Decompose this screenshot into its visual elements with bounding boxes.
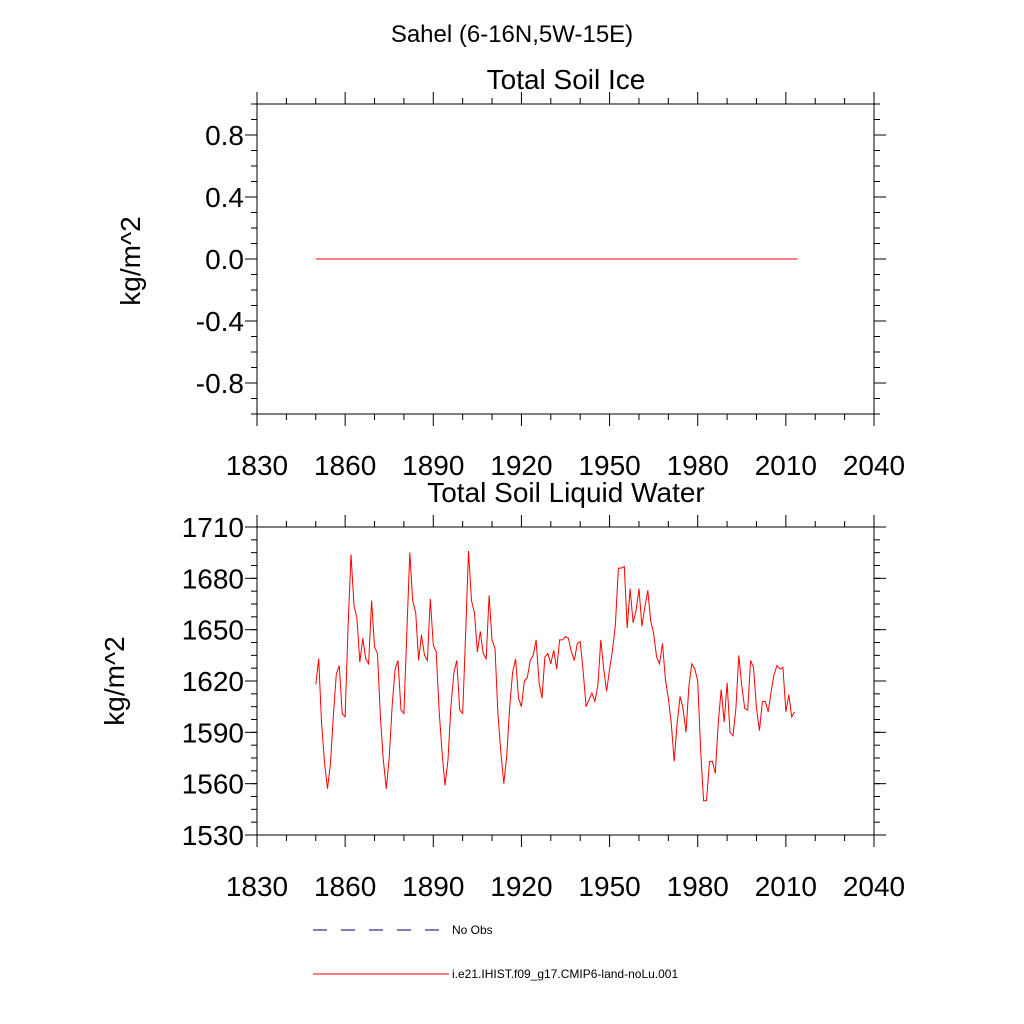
chart-panel-soil-liquid-water: Total Soil Liquid Water kg/m^2 1830 1860 1…: [99, 477, 905, 902]
y-tick-label: 1710: [182, 512, 244, 543]
y-tick-label: -0.4: [196, 306, 244, 337]
y-axis-label: kg/m^2: [115, 216, 146, 305]
chart-title: Total Soil Ice: [487, 64, 646, 95]
axes-group: 1830 1860 1890 1920 1950 1980 2010 2040 0.8 0.4 0.…: [196, 92, 905, 481]
x-tick-label: 1920: [490, 450, 552, 481]
x-tick-label: 2040: [843, 450, 905, 481]
y-tick-label: -0.8: [196, 368, 244, 399]
x-tick-label: 2040: [843, 871, 905, 902]
x-tick-label: 1890: [402, 450, 464, 481]
y-tick-label: 1590: [182, 717, 244, 748]
plot-frame: [256, 526, 875, 836]
series-group: [315, 550, 796, 802]
series-line: [315, 550, 796, 802]
chart-panel-soil-ice: Total Soil Ice kg/m^2 1830 1860 1890 1920 19…: [115, 64, 905, 481]
x-tick-label: 2010: [755, 871, 817, 902]
y-tick-label: 0.8: [205, 120, 244, 151]
x-tick-label: 1890: [402, 871, 464, 902]
x-tick-label: 1860: [314, 871, 376, 902]
x-tick-label: 1950: [578, 871, 640, 902]
y-axis-label: kg/m^2: [99, 636, 130, 725]
y-tick-label: 0.4: [205, 182, 244, 213]
y-tick-label: 1560: [182, 769, 244, 800]
y-tick-label: 1680: [182, 563, 244, 594]
x-tick-label: 1980: [667, 871, 729, 902]
x-tick-label: 1920: [490, 871, 552, 902]
figure-title: Sahel (6-16N,5W-15E): [391, 21, 633, 48]
x-tick-label: 1860: [314, 450, 376, 481]
y-tick-label: 1650: [182, 615, 244, 646]
legend-label: i.e21.IHIST.f09_g17.CMIP6-land-noLu.001: [452, 967, 678, 981]
y-tick-label: 1620: [182, 666, 244, 697]
chart-title: Total Soil Liquid Water: [427, 477, 705, 508]
axes-group: 1830 1860 1890 1920 1950 1980 2010 2040 1710 1680…: [182, 512, 905, 902]
y-tick-label: 1530: [182, 820, 244, 851]
legend-label: No Obs: [452, 923, 493, 937]
y-tick-label: 0.0: [205, 244, 244, 275]
x-tick-label: 1830: [226, 871, 288, 902]
legend: No Obs i.e21.IHIST.f09_g17.CMIP6-land-no…: [313, 923, 678, 981]
x-tick-label: 1830: [226, 450, 288, 481]
x-tick-label: 2010: [755, 450, 817, 481]
x-tick-label: 1980: [667, 450, 729, 481]
x-tick-label: 1950: [578, 450, 640, 481]
